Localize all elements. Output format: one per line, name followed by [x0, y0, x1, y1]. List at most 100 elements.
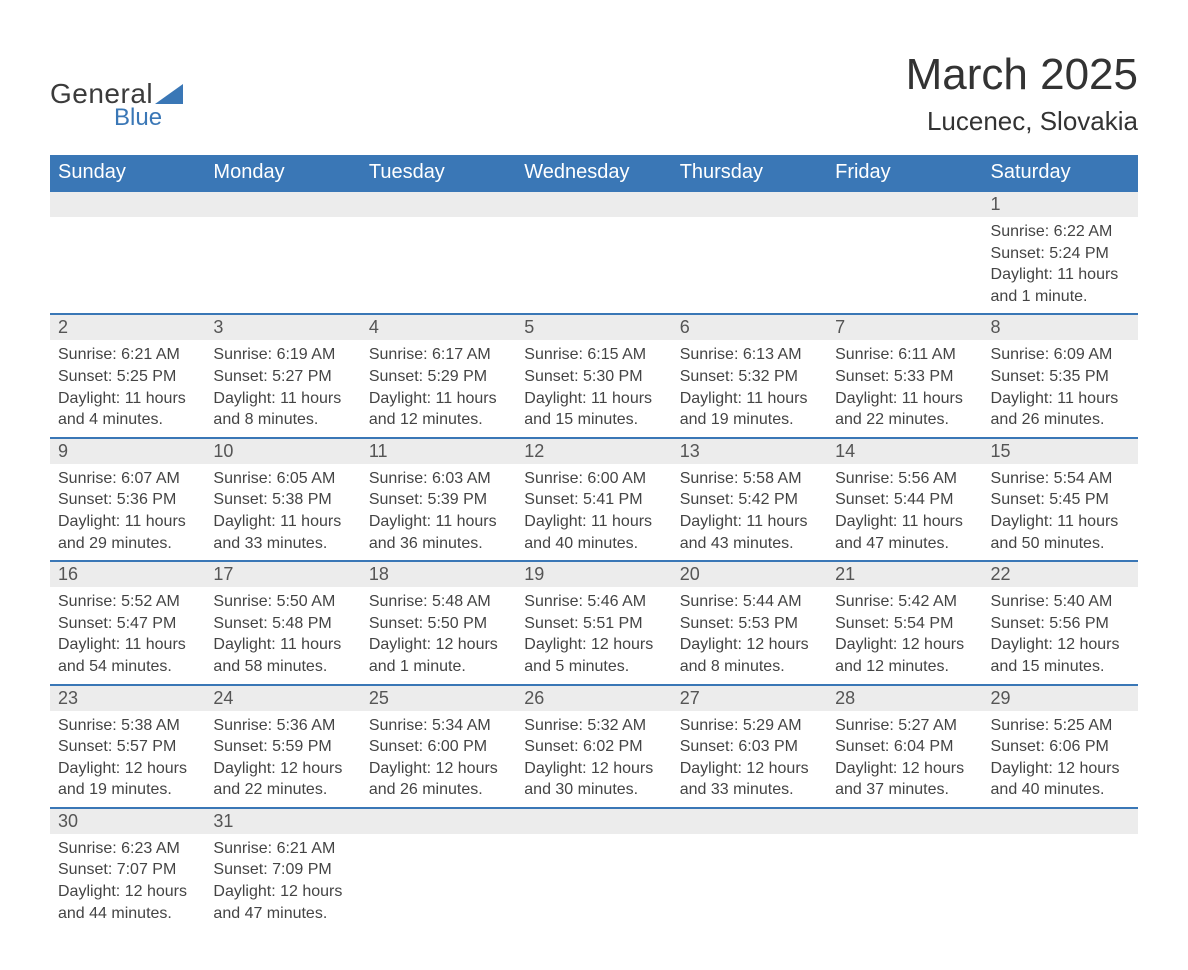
day-number-cell: 5	[516, 314, 671, 340]
sunrise-text: Sunrise: 5:48 AM	[369, 591, 508, 613]
day-data-cell: Sunrise: 5:50 AMSunset: 5:48 PMDaylight:…	[205, 587, 360, 684]
day-data-cell: Sunrise: 6:22 AMSunset: 5:24 PMDaylight:…	[983, 217, 1138, 314]
day-data-cell: Sunrise: 5:46 AMSunset: 5:51 PMDaylight:…	[516, 587, 671, 684]
daylight-text: Daylight: 11 hours	[213, 511, 352, 533]
sunset-text: Sunset: 5:24 PM	[991, 243, 1130, 265]
day-number-cell: 4	[361, 314, 516, 340]
day-number-row: 2345678	[50, 314, 1138, 340]
day-number-cell: 7	[827, 314, 982, 340]
sunset-text: Sunset: 5:48 PM	[213, 613, 352, 635]
day-data-cell: Sunrise: 5:58 AMSunset: 5:42 PMDaylight:…	[672, 464, 827, 561]
sunrise-text: Sunrise: 6:15 AM	[524, 344, 663, 366]
day-data-row: Sunrise: 6:23 AMSunset: 7:07 PMDaylight:…	[50, 834, 1138, 930]
calendar-table: SundayMondayTuesdayWednesdayThursdayFrid…	[50, 155, 1138, 930]
day-number-cell: 11	[361, 438, 516, 464]
day-data-cell: Sunrise: 5:38 AMSunset: 5:57 PMDaylight:…	[50, 711, 205, 808]
daylight-text: and 5 minutes.	[524, 656, 663, 678]
sunrise-text: Sunrise: 5:34 AM	[369, 715, 508, 737]
sunrise-text: Sunrise: 5:58 AM	[680, 468, 819, 490]
sunset-text: Sunset: 5:32 PM	[680, 366, 819, 388]
day-data-cell: Sunrise: 5:29 AMSunset: 6:03 PMDaylight:…	[672, 711, 827, 808]
day-number-cell: 3	[205, 314, 360, 340]
day-number-cell: 24	[205, 685, 360, 711]
sunset-text: Sunset: 5:30 PM	[524, 366, 663, 388]
daylight-text: Daylight: 12 hours	[524, 634, 663, 656]
sunrise-text: Sunrise: 5:50 AM	[213, 591, 352, 613]
sunrise-text: Sunrise: 5:36 AM	[213, 715, 352, 737]
sunrise-text: Sunrise: 5:27 AM	[835, 715, 974, 737]
sunset-text: Sunset: 6:06 PM	[991, 736, 1130, 758]
sunset-text: Sunset: 5:54 PM	[835, 613, 974, 635]
daylight-text: and 40 minutes.	[991, 779, 1130, 801]
sunset-text: Sunset: 6:00 PM	[369, 736, 508, 758]
sunrise-text: Sunrise: 5:56 AM	[835, 468, 974, 490]
day-data-row: Sunrise: 6:22 AMSunset: 5:24 PMDaylight:…	[50, 217, 1138, 314]
day-data-cell: Sunrise: 6:21 AMSunset: 7:09 PMDaylight:…	[205, 834, 360, 930]
day-data-cell: Sunrise: 6:21 AMSunset: 5:25 PMDaylight:…	[50, 340, 205, 437]
daylight-text: Daylight: 11 hours	[58, 511, 197, 533]
daylight-text: Daylight: 11 hours	[991, 264, 1130, 286]
sunrise-text: Sunrise: 6:11 AM	[835, 344, 974, 366]
weekday-header-row: SundayMondayTuesdayWednesdayThursdayFrid…	[50, 155, 1138, 191]
day-data-cell: Sunrise: 5:56 AMSunset: 5:44 PMDaylight:…	[827, 464, 982, 561]
sunset-text: Sunset: 6:04 PM	[835, 736, 974, 758]
daylight-text: Daylight: 12 hours	[680, 634, 819, 656]
weekday-header: Monday	[205, 155, 360, 191]
daylight-text: Daylight: 11 hours	[835, 388, 974, 410]
weekday-header: Friday	[827, 155, 982, 191]
daylight-text: and 33 minutes.	[213, 533, 352, 555]
daylight-text: Daylight: 12 hours	[835, 758, 974, 780]
sunset-text: Sunset: 5:45 PM	[991, 489, 1130, 511]
sunset-text: Sunset: 7:09 PM	[213, 859, 352, 881]
daylight-text: Daylight: 12 hours	[991, 758, 1130, 780]
day-data-cell: Sunrise: 5:44 AMSunset: 5:53 PMDaylight:…	[672, 587, 827, 684]
daylight-text: and 26 minutes.	[991, 409, 1130, 431]
daylight-text: and 58 minutes.	[213, 656, 352, 678]
day-data-cell	[361, 217, 516, 314]
daylight-text: and 37 minutes.	[835, 779, 974, 801]
sunrise-text: Sunrise: 6:07 AM	[58, 468, 197, 490]
day-data-cell: Sunrise: 6:13 AMSunset: 5:32 PMDaylight:…	[672, 340, 827, 437]
sunrise-text: Sunrise: 6:05 AM	[213, 468, 352, 490]
daylight-text: and 8 minutes.	[680, 656, 819, 678]
sunset-text: Sunset: 5:57 PM	[58, 736, 197, 758]
daylight-text: and 30 minutes.	[524, 779, 663, 801]
day-data-cell: Sunrise: 6:11 AMSunset: 5:33 PMDaylight:…	[827, 340, 982, 437]
day-number-cell: 17	[205, 561, 360, 587]
daylight-text: and 12 minutes.	[835, 656, 974, 678]
daylight-text: Daylight: 11 hours	[213, 634, 352, 656]
day-data-cell: Sunrise: 6:05 AMSunset: 5:38 PMDaylight:…	[205, 464, 360, 561]
sunrise-text: Sunrise: 5:29 AM	[680, 715, 819, 737]
day-number-cell	[205, 191, 360, 217]
day-data-cell: Sunrise: 6:07 AMSunset: 5:36 PMDaylight:…	[50, 464, 205, 561]
day-number-cell: 28	[827, 685, 982, 711]
page-title: March 2025	[906, 50, 1138, 100]
daylight-text: Daylight: 11 hours	[58, 634, 197, 656]
daylight-text: Daylight: 12 hours	[991, 634, 1130, 656]
daylight-text: and 22 minutes.	[835, 409, 974, 431]
sunset-text: Sunset: 5:38 PM	[213, 489, 352, 511]
daylight-text: Daylight: 11 hours	[680, 511, 819, 533]
sunrise-text: Sunrise: 5:38 AM	[58, 715, 197, 737]
sunrise-text: Sunrise: 5:25 AM	[991, 715, 1130, 737]
sunrise-text: Sunrise: 6:17 AM	[369, 344, 508, 366]
day-number-cell	[50, 191, 205, 217]
day-number-cell: 30	[50, 808, 205, 834]
daylight-text: and 33 minutes.	[680, 779, 819, 801]
day-data-cell: Sunrise: 5:48 AMSunset: 5:50 PMDaylight:…	[361, 587, 516, 684]
day-data-cell: Sunrise: 5:54 AMSunset: 5:45 PMDaylight:…	[983, 464, 1138, 561]
daylight-text: Daylight: 11 hours	[991, 511, 1130, 533]
sunset-text: Sunset: 5:25 PM	[58, 366, 197, 388]
day-data-row: Sunrise: 5:38 AMSunset: 5:57 PM Daylight:…	[50, 711, 1138, 808]
day-number-cell	[516, 191, 671, 217]
daylight-text: Daylight: 11 hours	[213, 388, 352, 410]
sunset-text: Sunset: 6:02 PM	[524, 736, 663, 758]
day-number-row: 9101112131415	[50, 438, 1138, 464]
day-number-row: 1	[50, 191, 1138, 217]
daylight-text: Daylight: 11 hours	[58, 388, 197, 410]
day-number-cell: 25	[361, 685, 516, 711]
daylight-text: Daylight: 11 hours	[369, 511, 508, 533]
sunset-text: Sunset: 5:41 PM	[524, 489, 663, 511]
daylight-text: and 19 minutes.	[58, 779, 197, 801]
sunset-text: Sunset: 5:53 PM	[680, 613, 819, 635]
